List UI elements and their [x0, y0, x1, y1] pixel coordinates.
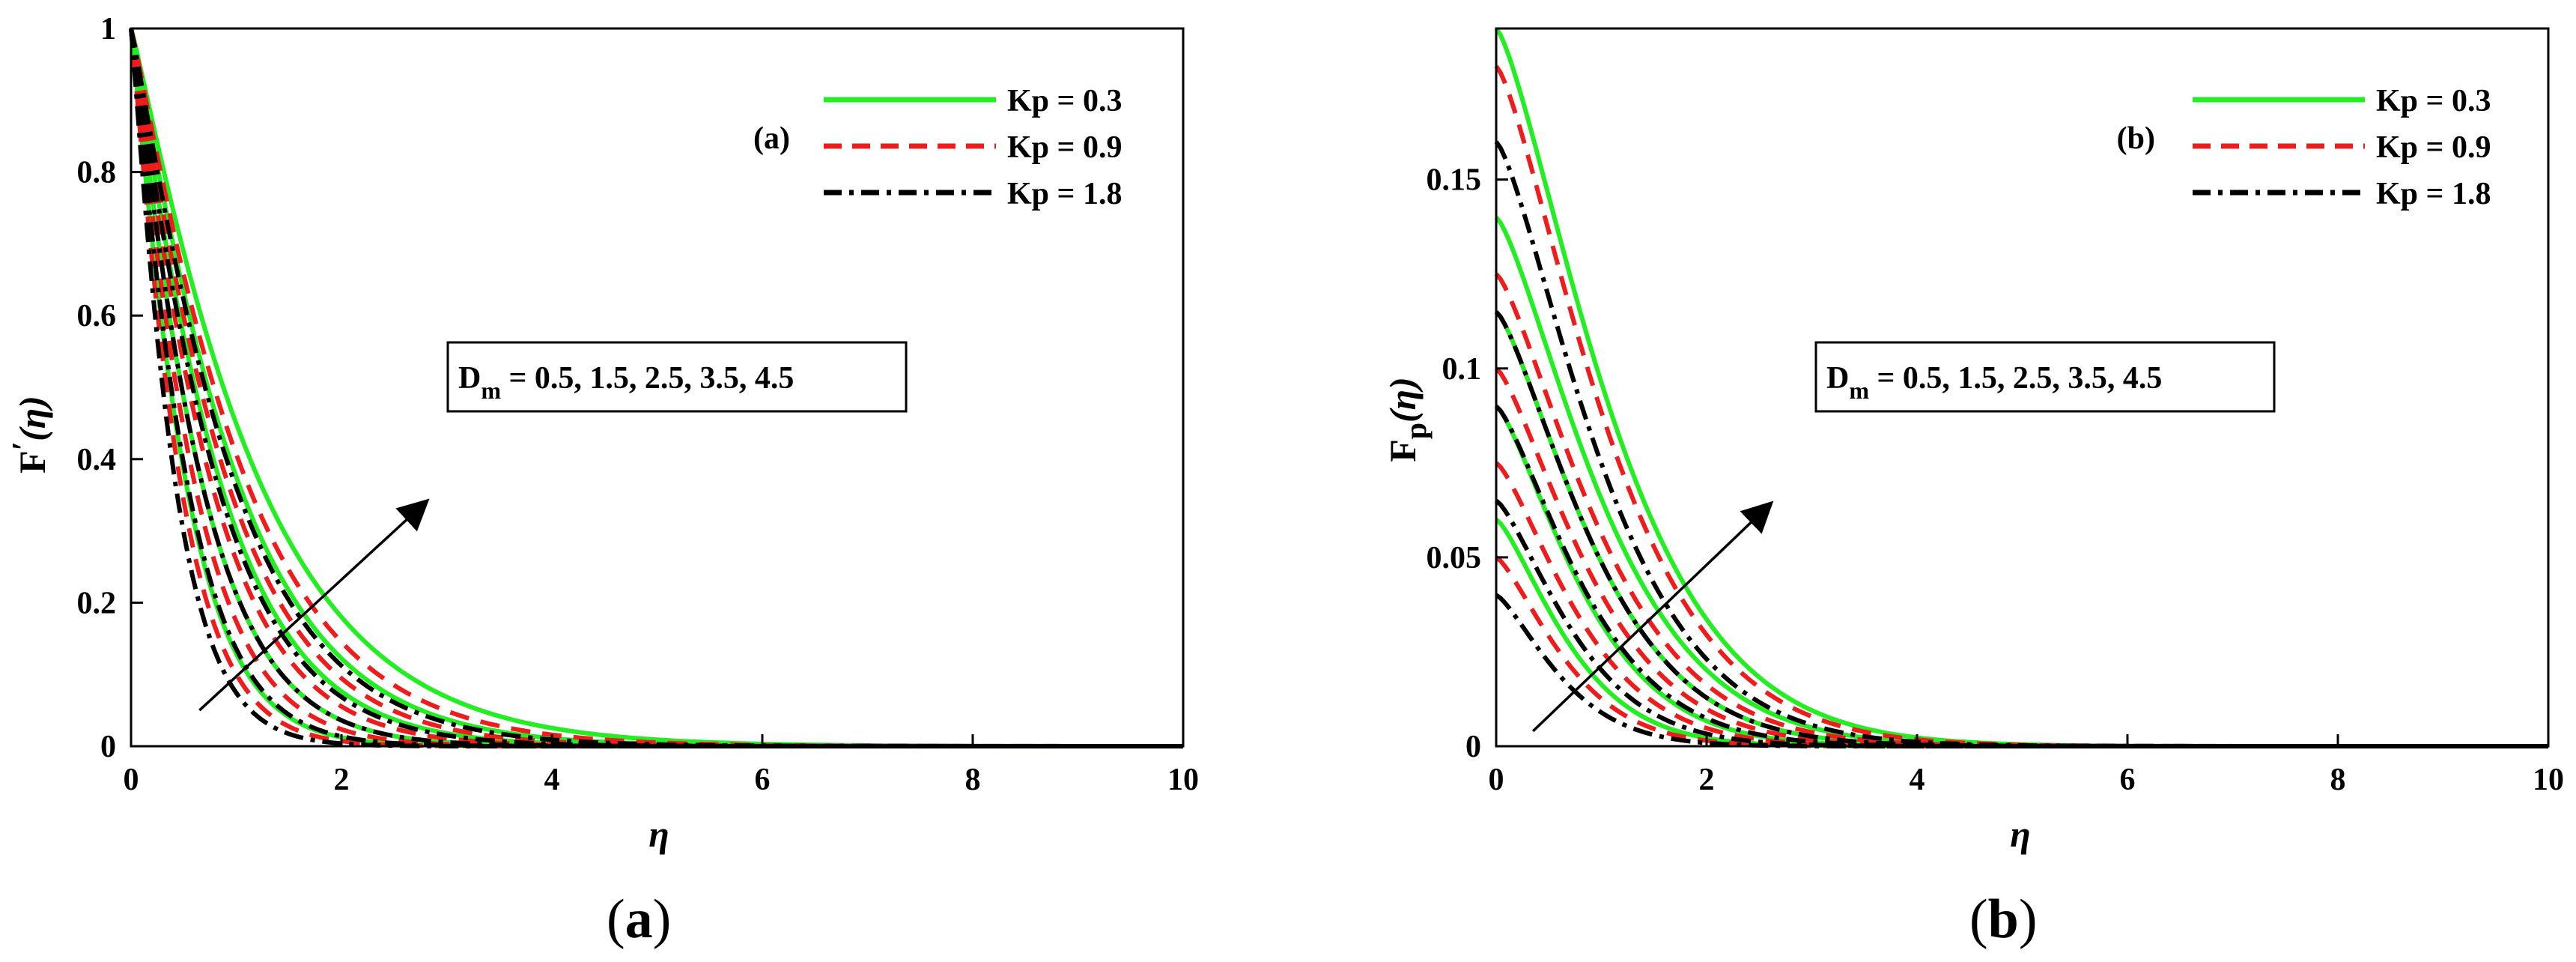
x-tick-label-b-1: 2 — [1699, 763, 1715, 797]
legend-label-a-2: Kp = 1.8 — [1007, 177, 1122, 211]
x-tick-label-b-4: 8 — [2330, 763, 2346, 797]
annotation-text-b: Dm = 0.5, 1.5, 2.5, 3.5, 4.5 — [1826, 361, 2162, 404]
annotation-b: Dm = 0.5, 1.5, 2.5, 3.5, 4.5 — [1814, 341, 2276, 413]
x-tick-label-b-2: 4 — [1910, 763, 1925, 797]
plot-frame-b — [1495, 27, 2550, 748]
chart-panel-a: 0 2 4 6 8 10 0 0.2 0.4 0.6 0.8 1 η F′(η) (a) Kp = 0… — [5, 12, 1199, 855]
y-axis-label-b: Fp(η) — [1382, 377, 1433, 462]
curve-a-kp2-dm3 — [129, 28, 1183, 748]
curve-b-kp0-dm1 — [1494, 405, 2548, 748]
caption-b: (b) — [1969, 889, 2038, 950]
x-tick-label-a-0: 0 — [124, 763, 139, 797]
trend-arrow-b — [1531, 500, 1774, 733]
x-tick-label-a-3: 6 — [755, 763, 771, 797]
x-tick-label-b-3: 6 — [2120, 763, 2136, 797]
curve-b-kp0-dm3 — [1494, 216, 2548, 748]
x-axis-label-b: η — [2010, 813, 2030, 855]
x-tick-label-b-0: 0 — [1489, 763, 1504, 797]
y-tick-label-b-0: 0 — [1465, 730, 1481, 764]
legend-label-b-0: Kp = 0.3 — [2376, 84, 2491, 118]
y-tick-label-a-4: 0.8 — [77, 156, 117, 190]
annotation-text-a: Dm = 0.5, 1.5, 2.5, 3.5, 4.5 — [458, 361, 794, 404]
panel-tag-b: (b) — [2117, 121, 2155, 156]
y-tick-label-a-5: 1 — [100, 12, 116, 46]
y-tick-label-b-2: 0.1 — [1442, 352, 1482, 387]
y-tick-label-a-1: 0.2 — [77, 586, 117, 620]
x-axis-label-a: η — [648, 813, 669, 855]
panel-tag-a: (a) — [753, 121, 790, 156]
y-axis-label-a: F′(η) — [5, 396, 53, 474]
legend-label-b-2: Kp = 1.8 — [2376, 177, 2491, 211]
curve-b-kp2-dm4 — [1494, 140, 2548, 748]
legend-label-a-0: Kp = 0.3 — [1007, 84, 1122, 118]
y-tick-label-a-2: 0.4 — [77, 443, 117, 477]
x-tick-label-b-5: 10 — [2533, 763, 2564, 797]
y-tick-label-a-3: 0.6 — [77, 299, 117, 333]
annotation-box-a — [446, 341, 908, 413]
ticks-a: 0 2 4 6 8 10 0 0.2 0.4 0.6 0.8 1 — [77, 12, 1200, 797]
legend-b: Kp = 0.3 Kp = 0.9 Kp = 1.8 — [2193, 84, 2491, 211]
legend-label-b-1: Kp = 0.9 — [2376, 130, 2491, 165]
annotation-a: Dm = 0.5, 1.5, 2.5, 3.5, 4.5 — [446, 341, 908, 413]
y-tick-label-b-3: 0.15 — [1427, 163, 1482, 198]
curve-a-kp1-dm4 — [129, 28, 1183, 748]
annotation-box-b — [1814, 341, 2276, 413]
curve-b-kp0-dm0 — [1494, 518, 2548, 748]
trend-arrow-a — [198, 498, 430, 712]
y-tick-label-a-0: 0 — [100, 730, 116, 764]
chart-panel-b: 0 2 4 6 8 10 0 0.05 0.1 0.15 η Fp(η) (b) Kp = 0.3… — [1382, 27, 2565, 855]
plot-frame-a — [130, 27, 1185, 748]
x-tick-label-a-2: 4 — [544, 763, 560, 797]
curve-b-kp2-dm1 — [1495, 499, 2548, 748]
curve-b-kp2-dm2 — [1494, 405, 2548, 748]
x-tick-label-a-1: 2 — [334, 763, 350, 797]
legend-label-a-1: Kp = 0.9 — [1007, 130, 1122, 165]
legend-a: Kp = 0.3 Kp = 0.9 Kp = 1.8 — [824, 84, 1122, 211]
ticks-b: 0 2 4 6 8 10 0 0.05 0.1 0.15 — [1427, 163, 2565, 797]
caption-a: (a) — [607, 889, 672, 950]
y-tick-label-b-1: 0.05 — [1427, 541, 1482, 575]
x-tick-label-a-4: 8 — [965, 763, 981, 797]
x-tick-label-a-5: 10 — [1167, 763, 1199, 797]
